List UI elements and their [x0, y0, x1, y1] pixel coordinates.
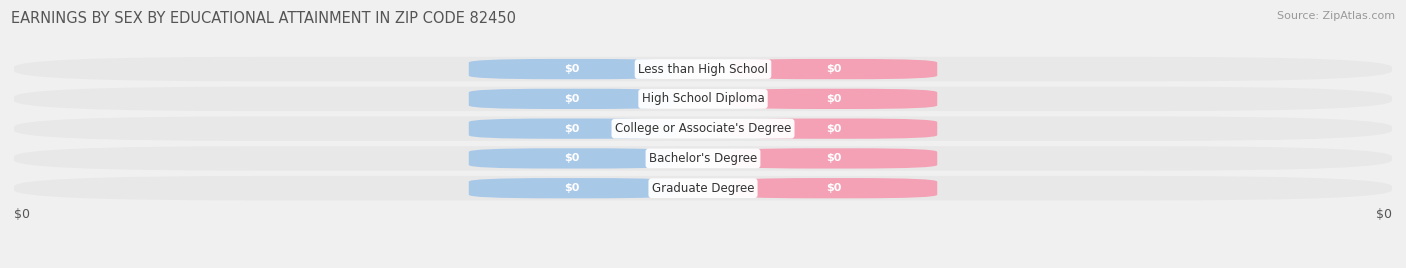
Text: $0: $0 — [827, 153, 842, 163]
Text: $0: $0 — [564, 153, 579, 163]
FancyBboxPatch shape — [731, 118, 938, 139]
FancyBboxPatch shape — [731, 178, 938, 198]
Text: $0: $0 — [827, 94, 842, 104]
Text: $0: $0 — [827, 183, 842, 193]
Text: $0: $0 — [1376, 209, 1392, 221]
FancyBboxPatch shape — [468, 118, 675, 139]
FancyBboxPatch shape — [731, 89, 938, 109]
FancyBboxPatch shape — [468, 89, 675, 109]
FancyBboxPatch shape — [14, 57, 1392, 81]
Text: Less than High School: Less than High School — [638, 63, 768, 76]
Text: $0: $0 — [827, 64, 842, 74]
Text: $0: $0 — [564, 64, 579, 74]
FancyBboxPatch shape — [468, 59, 675, 79]
Text: Bachelor's Degree: Bachelor's Degree — [650, 152, 756, 165]
FancyBboxPatch shape — [731, 59, 938, 79]
FancyBboxPatch shape — [14, 87, 1392, 111]
FancyBboxPatch shape — [14, 176, 1392, 200]
FancyBboxPatch shape — [14, 116, 1392, 141]
FancyBboxPatch shape — [468, 148, 675, 169]
FancyBboxPatch shape — [468, 178, 675, 198]
Text: Graduate Degree: Graduate Degree — [652, 182, 754, 195]
Text: High School Diploma: High School Diploma — [641, 92, 765, 105]
Text: $0: $0 — [564, 124, 579, 134]
FancyBboxPatch shape — [731, 148, 938, 169]
Text: $0: $0 — [564, 94, 579, 104]
Text: EARNINGS BY SEX BY EDUCATIONAL ATTAINMENT IN ZIP CODE 82450: EARNINGS BY SEX BY EDUCATIONAL ATTAINMEN… — [11, 11, 516, 26]
Text: Source: ZipAtlas.com: Source: ZipAtlas.com — [1277, 11, 1395, 21]
Text: College or Associate's Degree: College or Associate's Degree — [614, 122, 792, 135]
Text: $0: $0 — [827, 124, 842, 134]
Text: $0: $0 — [14, 209, 30, 221]
FancyBboxPatch shape — [14, 146, 1392, 171]
Text: $0: $0 — [564, 183, 579, 193]
